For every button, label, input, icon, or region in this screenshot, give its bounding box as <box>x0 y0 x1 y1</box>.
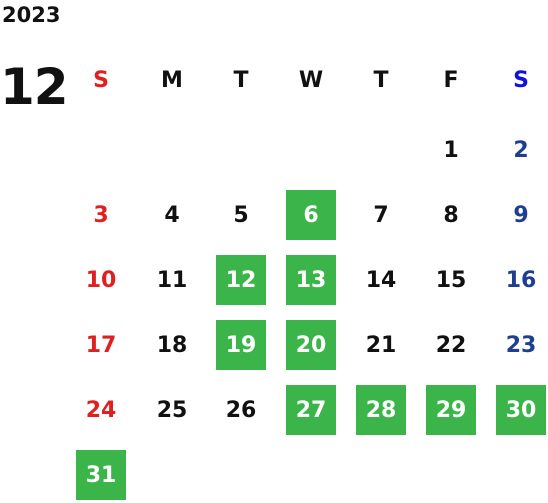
day: 10 <box>85 267 117 293</box>
day: 23 <box>505 332 537 358</box>
day: 8 <box>443 202 459 228</box>
weekday-header: M <box>161 67 183 93</box>
highlighted-day: 31 <box>76 450 126 500</box>
day: 4 <box>164 202 180 228</box>
day: 24 <box>85 397 117 423</box>
day: 2 <box>513 137 529 163</box>
day: 1 <box>443 137 459 163</box>
weekday-header: W <box>298 67 324 93</box>
highlighted-day: 12 <box>216 255 266 305</box>
weekday-header: S <box>93 67 109 93</box>
highlighted-day: 30 <box>496 385 546 435</box>
day: 3 <box>93 202 109 228</box>
highlighted-day: 6 <box>286 190 336 240</box>
day: 14 <box>365 267 397 293</box>
highlighted-day: 28 <box>356 385 406 435</box>
highlighted-day: 20 <box>286 320 336 370</box>
year: 2023 <box>2 3 61 27</box>
day: 21 <box>365 332 397 358</box>
day: 15 <box>435 267 467 293</box>
day: 17 <box>85 332 117 358</box>
highlighted-day: 13 <box>286 255 336 305</box>
day: 22 <box>435 332 467 358</box>
day: 25 <box>156 397 188 423</box>
day: 5 <box>233 202 249 228</box>
day: 18 <box>156 332 188 358</box>
day: 26 <box>225 397 257 423</box>
highlighted-day: 29 <box>426 385 476 435</box>
month: 12 <box>0 58 69 116</box>
weekday-header: T <box>233 67 249 93</box>
weekday-header: F <box>443 67 459 93</box>
highlighted-day: 19 <box>216 320 266 370</box>
weekday-header: T <box>373 67 389 93</box>
day: 11 <box>156 267 188 293</box>
day: 9 <box>513 202 529 228</box>
highlighted-day: 27 <box>286 385 336 435</box>
weekday-header: S <box>513 67 529 93</box>
day: 7 <box>373 202 389 228</box>
day: 16 <box>505 267 537 293</box>
